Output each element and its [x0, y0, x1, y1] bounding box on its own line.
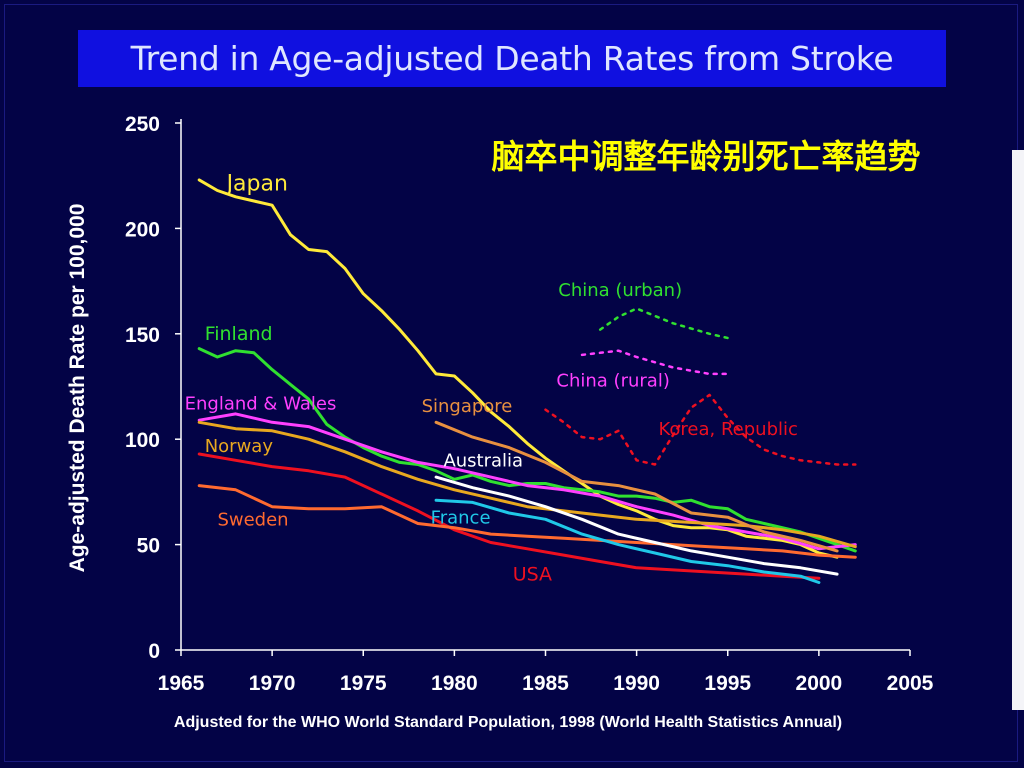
x-tick-label: 1975 — [340, 672, 387, 695]
series-label-china-rural: China (rural) — [556, 371, 669, 392]
chinese-subtitle: 脑卒中调整年龄别死亡率趋势 — [492, 137, 921, 176]
y-tick-label: 250 — [125, 113, 160, 136]
series-label-china-urban: China (urban) — [558, 280, 682, 301]
series-label-usa: USA — [513, 563, 552, 585]
series-line-singapore — [434, 420, 839, 553]
side-strip — [1012, 150, 1024, 710]
series-label-korea-republic: Korea, Republic — [658, 419, 797, 440]
y-tick-label: 200 — [125, 218, 160, 241]
x-tick-label: 2005 — [887, 672, 934, 695]
series-line-france — [434, 498, 821, 584]
series-line-england-wales — [197, 412, 857, 551]
series-line-australia — [434, 475, 839, 576]
series-label-finland: Finland — [205, 323, 273, 345]
series-label-sweden: Sweden — [217, 510, 288, 531]
y-tick-label: 50 — [137, 535, 160, 558]
series-line-finland — [197, 347, 857, 553]
series-label-singapore: Singapore — [422, 396, 513, 417]
series-line-sweden — [197, 484, 857, 559]
series-line-japan — [197, 178, 839, 559]
x-tick-label: 1990 — [613, 672, 660, 695]
series-layer — [197, 178, 857, 584]
y-tick-label: 150 — [125, 324, 160, 347]
y-tick-label: 100 — [125, 429, 160, 452]
footnote: Adjusted for the WHO World Standard Popu… — [174, 714, 842, 731]
x-tick-label: 1980 — [431, 672, 478, 695]
series-line-korea-republic — [544, 393, 857, 466]
x-tick-label: 1970 — [249, 672, 296, 695]
series-line-usa — [197, 452, 821, 580]
series-label-australia: Australia — [443, 451, 523, 472]
x-tick-label: 1985 — [522, 672, 569, 695]
title-bar: Trend in Age-adjusted Death Rates from S… — [78, 30, 946, 87]
y-axis-label: Age-adjusted Death Rate per 100,000 — [66, 204, 89, 573]
series-label-norway: Norway — [205, 436, 274, 457]
series-label-england-wales: England & Wales — [185, 394, 337, 415]
series-labels-layer: Japan Finland England & Wales Norway Sweden U… — [185, 171, 798, 585]
series-line-china-urban — [598, 307, 730, 340]
series-label-japan: Japan — [225, 171, 288, 196]
x-tick-label: 2000 — [796, 672, 843, 695]
x-tick-label: 1965 — [158, 672, 205, 695]
series-line-china-rural — [580, 349, 730, 376]
y-tick-label: 0 — [148, 640, 160, 663]
slide-title: Trend in Age-adjusted Death Rates from S… — [130, 39, 894, 78]
chart-axes: 1965 1970 1975 1980 1985 1990 1995 2000 2005 0 50 1… — [125, 113, 934, 695]
series-label-france: France — [431, 508, 491, 529]
x-tick-label: 1995 — [704, 672, 751, 695]
